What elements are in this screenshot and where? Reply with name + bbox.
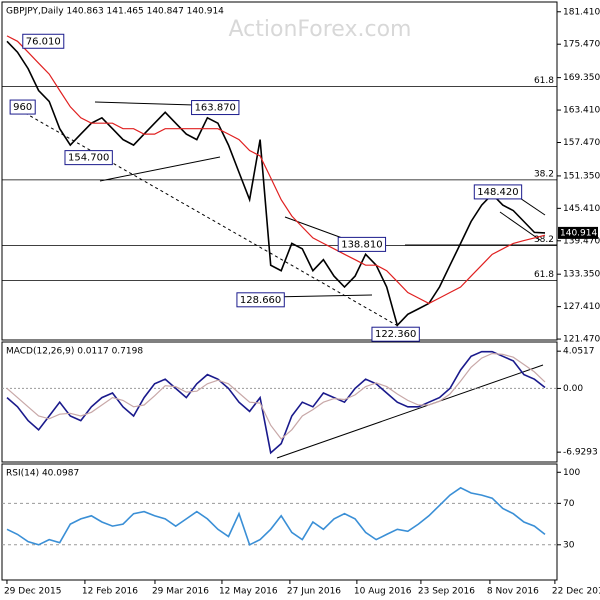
series-line [6,352,546,440]
y-tick-label: 169.350 [563,73,600,83]
y-tick-label: 100 [563,468,580,478]
last-price-box [558,226,598,239]
fib-label: 61.8 [534,76,554,86]
y-tick-label: 157.470 [563,138,600,148]
annotation-box [371,326,420,342]
annotation: 122.360 [375,329,416,340]
trend-lines [24,101,557,459]
annotation-box [473,184,523,200]
annotation-box [22,33,65,49]
price-panel [1,1,558,341]
trend-line [24,112,406,331]
y-tick-label: 30 [563,540,575,550]
y-tick-label: 175.470 [563,40,600,50]
annotation: 154.700 [68,153,109,164]
panel-title: MACD(12,26,9) 0.0117 0.7198 [6,347,143,357]
x-tick-label: 12 May 2016 [219,587,278,597]
series-line [6,40,546,327]
series-line [6,486,546,546]
watermark: ActionForex.com [229,17,412,42]
y-tick-label: 4.0517 [563,347,595,357]
y-tick-label: 163.410 [563,106,600,116]
trend-line [276,364,544,459]
fib-label: 61.8 [534,270,554,280]
annotation-box [191,100,240,116]
annotation: 960 [13,102,32,113]
annotation: 148.420 [477,187,518,198]
x-tick-label: 29 Mar 2016 [152,587,209,597]
y-tick-label: 151.350 [563,171,600,181]
y-tick-label: 0.00 [563,384,583,394]
x-tick-label: 27 Jun 2016 [287,587,341,597]
x-tick-label: 22 Dec 2016 [552,587,600,597]
annotation: 128.660 [240,295,281,306]
annotation-box [236,292,285,308]
panel-title: GBPJPY,Daily 140.863 141.465 140.847 140… [6,7,224,17]
panel-title: RSI(14) 40.0987 [6,469,79,479]
trend-line [269,294,373,298]
annotation: 76.010 [26,36,61,47]
macd-panel [1,341,558,463]
fib-label: 38.2 [534,169,554,179]
trend-line [499,211,541,241]
x-tick-label: 29 Dec 2015 [4,587,62,597]
y-tick-label: 133.350 [563,270,600,280]
last-price-label: 140.914 [560,228,597,238]
x-tick-label: 8 Nov 2016 [487,587,539,597]
y-tick-label: 121.470 [563,335,600,345]
annotation-box [9,99,36,115]
annotation-box [64,150,113,166]
y-tick-label: 139.470 [563,236,600,246]
series-line [6,35,546,305]
rsi-panel [1,463,558,581]
annotation-box [337,236,387,252]
y-tick-label: -6.9293 [563,448,598,458]
x-tick-label: 23 Sep 2016 [418,587,475,597]
x-tick-label: 12 Feb 2016 [82,587,138,597]
x-tick-label: 10 Aug 2016 [354,587,412,597]
annotation: 163.870 [195,103,236,114]
series-line [6,350,546,455]
y-tick-label: 181.410 [563,7,600,17]
y-tick-label: 145.410 [563,204,600,214]
annotation: 138.810 [341,239,382,250]
y-tick-label: 70 [563,499,575,509]
y-tick-label: 127.410 [563,302,600,312]
trend-line [99,156,221,182]
fib-label: 38.2 [534,235,554,245]
